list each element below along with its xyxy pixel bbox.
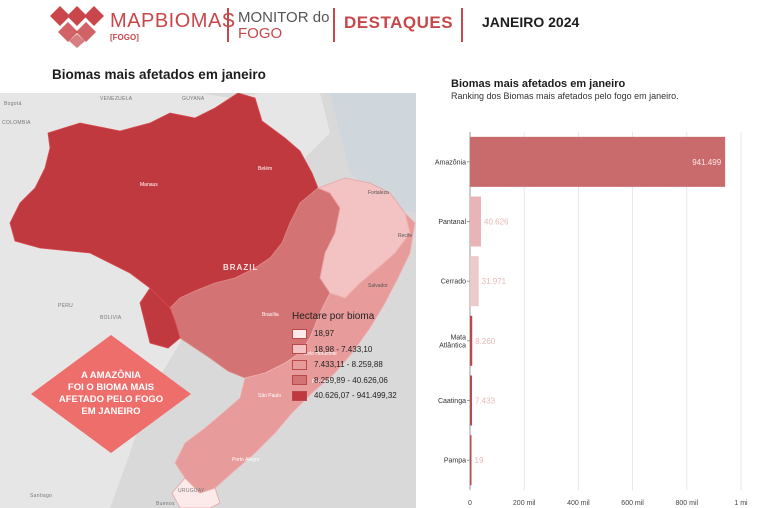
map-label-colombia: COLOMBIA bbox=[2, 120, 31, 126]
chart-subtitle: Ranking dos Biomas mais afetados pelo fo… bbox=[451, 91, 679, 101]
divider bbox=[227, 8, 229, 42]
legend-item: 40.626,07 - 941.499,32 bbox=[292, 389, 416, 402]
legend-swatch bbox=[292, 375, 307, 385]
bar bbox=[470, 256, 479, 307]
legend-label: 18,98 - 7.433,10 bbox=[314, 344, 373, 354]
bar bbox=[470, 136, 726, 187]
x-tick-label: 800 mil bbox=[676, 500, 699, 507]
biome-map: Bogotá COLOMBIA PERU BOLIVIA Santiago Bu… bbox=[0, 93, 416, 508]
city-belo-horizonte: Belo Horizonte bbox=[304, 351, 337, 357]
category-label: Caatinga bbox=[438, 398, 466, 405]
bar bbox=[470, 315, 473, 366]
city-brasilia: Brasília bbox=[262, 312, 279, 318]
category-label: Cerrado bbox=[441, 279, 466, 286]
category-label: Amazônia bbox=[435, 159, 466, 166]
legend-label: 8.259,89 - 40.626,06 bbox=[314, 375, 388, 385]
logo-subtext: [FOGO] bbox=[110, 33, 139, 42]
section-title: DESTAQUES bbox=[344, 13, 454, 32]
monitor-fogo-label: FOGO bbox=[238, 25, 283, 42]
value-label: 941.499 bbox=[692, 158, 721, 167]
city-salvador: Salvador bbox=[368, 283, 388, 289]
value-label: 19 bbox=[475, 456, 484, 465]
bar bbox=[470, 196, 482, 247]
legend-label: 18,97 bbox=[314, 329, 335, 338]
map-label-guyana: GUYANA bbox=[182, 96, 205, 102]
map-label-peru: PERU bbox=[58, 303, 74, 309]
bar bbox=[470, 375, 473, 426]
header: MAPBIOMAS [FOGO] MONITOR do FOGO DESTAQU… bbox=[0, 0, 760, 52]
legend-swatch bbox=[292, 359, 307, 370]
monitor-label: MONITOR do bbox=[238, 9, 330, 26]
legend-label: 7.433,11 - 8.259,88 bbox=[314, 360, 383, 369]
logo-text: MAPBIOMAS bbox=[110, 10, 236, 32]
legend-item: 18,97 bbox=[292, 327, 416, 340]
legend-swatch bbox=[292, 344, 307, 354]
map-label-santiago: Santiago bbox=[30, 493, 53, 499]
divider bbox=[461, 8, 463, 42]
callout-text: A AMAZÔNIA FOI O BIOMA MAIS AFETADO PELO… bbox=[58, 370, 164, 417]
category-label: Pampa bbox=[444, 458, 466, 465]
x-tick-label: 600 mil bbox=[621, 500, 644, 507]
value-label: 8.260 bbox=[475, 337, 496, 346]
x-tick-label: 200 mil bbox=[513, 500, 536, 507]
x-tick-label: 0 bbox=[468, 500, 472, 507]
map-label-bolivia: BOLIVIA bbox=[100, 315, 122, 321]
category-label: Atlântica bbox=[439, 342, 466, 349]
bar bbox=[470, 435, 472, 486]
legend-title: Hectare por bioma bbox=[292, 311, 375, 322]
category-label: Mata bbox=[450, 334, 466, 341]
mapbiomas-logo-icon bbox=[50, 6, 104, 48]
highlight-callout: A AMAZÔNIA FOI O BIOMA MAIS AFETADO PELO… bbox=[31, 335, 191, 453]
map-label-bogota: Bogotá bbox=[4, 101, 22, 107]
map-label-buenos: Buenos bbox=[156, 501, 175, 507]
city-rio: Rio de Janeiro bbox=[312, 379, 345, 385]
legend-item: 8.259,89 - 40.626,06 bbox=[292, 374, 416, 387]
city-manaus: Manaus bbox=[140, 182, 158, 188]
city-belem: Belém bbox=[258, 166, 273, 172]
legend-item: 7.433,11 - 8.259,88 bbox=[292, 358, 416, 371]
legend-label: 40.626,07 - 941.499,32 bbox=[314, 391, 397, 400]
map-title: Biomas mais afetados em janeiro bbox=[52, 67, 266, 82]
divider bbox=[333, 8, 335, 42]
legend-item: 18,98 - 7.433,10 bbox=[292, 343, 416, 356]
callout-diamond bbox=[31, 335, 191, 453]
value-label: 40.626 bbox=[484, 218, 509, 227]
legend-swatch bbox=[292, 390, 307, 401]
city-fortaleza: Fortaleza bbox=[368, 190, 389, 196]
map-label-uruguay: URUGUAY bbox=[178, 488, 205, 494]
x-tick-label: 400 mil bbox=[567, 500, 590, 507]
value-label: 31.971 bbox=[482, 277, 507, 286]
map-legend: Hectare por bioma 18,97 18,98 - 7.433,10… bbox=[292, 311, 416, 405]
period-label: JANEIRO 2024 bbox=[482, 14, 580, 30]
city-sao-paulo: São Paulo bbox=[258, 393, 282, 399]
x-tick-label: 1 mi bbox=[734, 500, 748, 507]
country-label: BRAZIL bbox=[223, 263, 259, 272]
city-recife: Recife bbox=[398, 233, 413, 239]
city-porto-alegre: Porto Alegre bbox=[232, 457, 260, 463]
map-label-venezuela: VENEZUELA bbox=[100, 96, 133, 102]
chart-title: Biomas mais afetados em janeiro bbox=[451, 78, 626, 90]
legend-swatch bbox=[292, 328, 307, 339]
value-label: 7.433 bbox=[475, 397, 496, 406]
category-label: Pantanal bbox=[438, 219, 466, 226]
